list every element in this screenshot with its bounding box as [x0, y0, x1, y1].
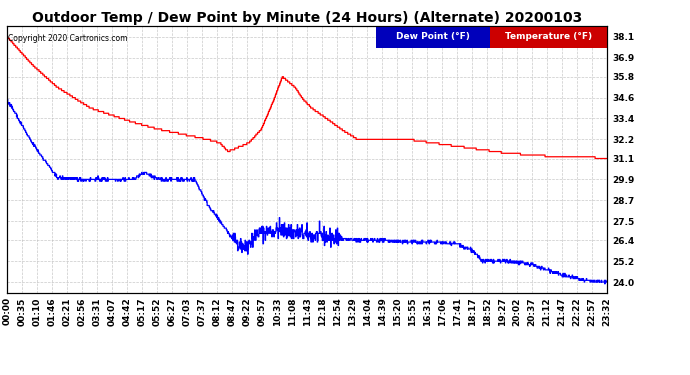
Text: Copyright 2020 Cartronics.com: Copyright 2020 Cartronics.com: [8, 34, 128, 43]
Title: Outdoor Temp / Dew Point by Minute (24 Hours) (Alternate) 20200103: Outdoor Temp / Dew Point by Minute (24 H…: [32, 11, 582, 25]
